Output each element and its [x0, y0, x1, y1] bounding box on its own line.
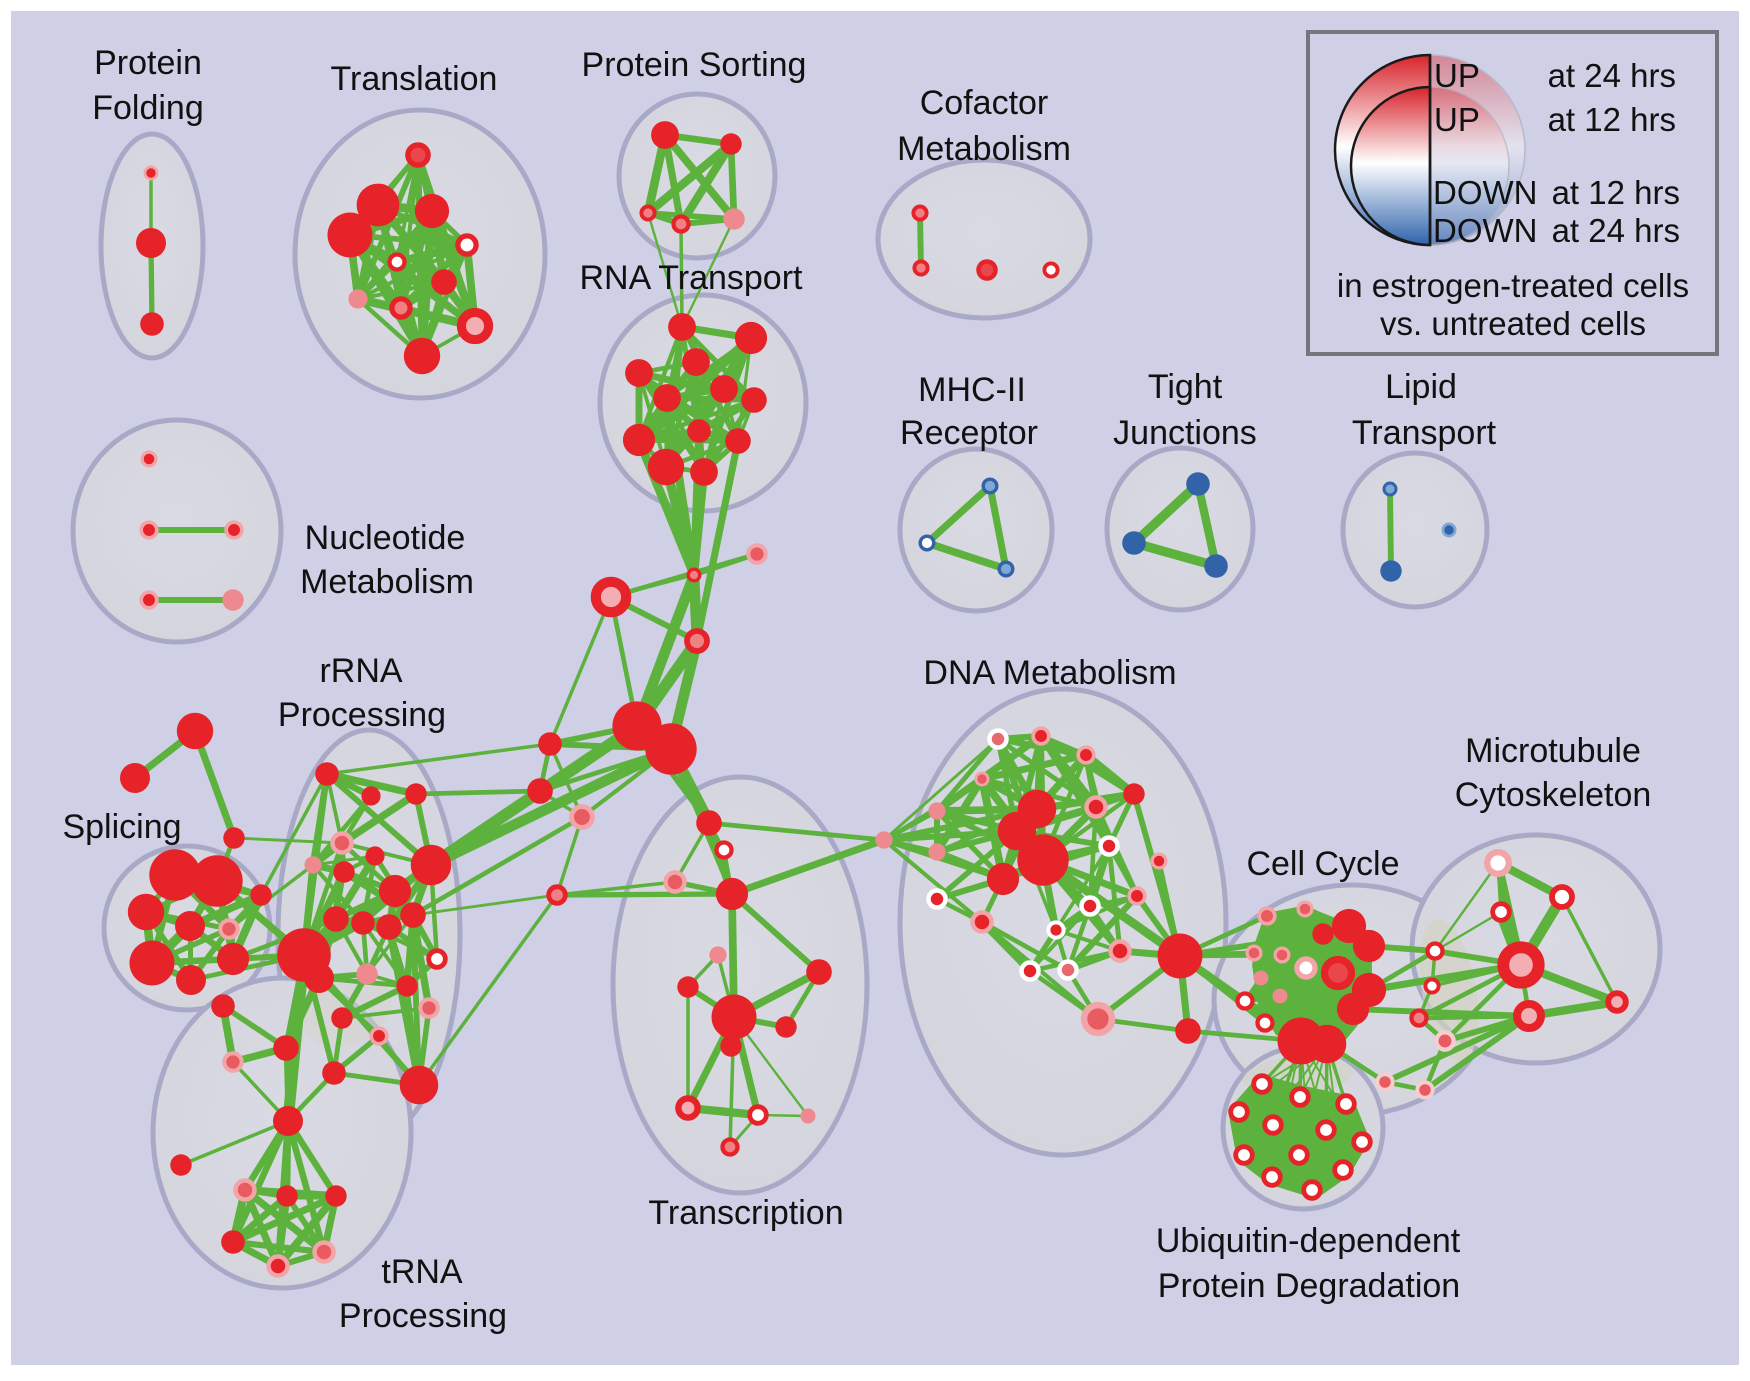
svg-text:Junctions: Junctions [1113, 414, 1257, 452]
svg-text:Protein Sorting: Protein Sorting [582, 46, 807, 84]
svg-text:DOWN: DOWN [1433, 212, 1537, 249]
svg-text:UP: UP [1434, 101, 1480, 138]
svg-text:vs. untreated cells: vs. untreated cells [1380, 305, 1646, 342]
svg-text:in estrogen-treated cells: in estrogen-treated cells [1337, 267, 1689, 304]
svg-text:DNA Metabolism: DNA Metabolism [923, 654, 1176, 692]
svg-text:Microtubule: Microtubule [1465, 732, 1641, 770]
svg-text:Protein: Protein [94, 44, 202, 82]
svg-text:Translation: Translation [331, 60, 498, 98]
svg-text:at 24 hrs: at 24 hrs [1548, 57, 1676, 94]
svg-text:Metabolism: Metabolism [897, 130, 1071, 168]
svg-text:Nucleotide: Nucleotide [305, 519, 466, 557]
svg-text:Tight: Tight [1148, 368, 1223, 406]
svg-text:at 12 hrs: at 12 hrs [1552, 174, 1680, 211]
svg-text:Metabolism: Metabolism [300, 563, 474, 601]
svg-text:RNA Transport: RNA Transport [580, 259, 804, 297]
svg-text:MHC-II: MHC-II [918, 371, 1026, 409]
svg-text:Transport: Transport [1352, 414, 1497, 452]
svg-text:UP: UP [1434, 57, 1480, 94]
svg-text:Folding: Folding [92, 89, 204, 127]
svg-text:Lipid: Lipid [1385, 368, 1457, 406]
svg-text:Cytoskeleton: Cytoskeleton [1455, 776, 1652, 814]
svg-text:at 24 hrs: at 24 hrs [1552, 212, 1680, 249]
svg-text:Receptor: Receptor [900, 414, 1038, 452]
svg-text:Splicing: Splicing [62, 808, 181, 846]
svg-text:at 12 hrs: at 12 hrs [1548, 101, 1676, 138]
svg-text:Ubiquitin-dependent: Ubiquitin-dependent [1156, 1222, 1461, 1260]
svg-text:Processing: Processing [339, 1297, 507, 1335]
svg-text:tRNA: tRNA [381, 1253, 463, 1291]
svg-text:Cell Cycle: Cell Cycle [1246, 845, 1399, 883]
svg-text:Processing: Processing [278, 696, 446, 734]
svg-text:rRNA: rRNA [319, 652, 402, 690]
svg-text:DOWN: DOWN [1433, 174, 1537, 211]
svg-text:Transcription: Transcription [648, 1194, 843, 1232]
svg-text:Protein Degradation: Protein Degradation [1158, 1267, 1460, 1305]
svg-text:Cofactor: Cofactor [920, 84, 1049, 122]
